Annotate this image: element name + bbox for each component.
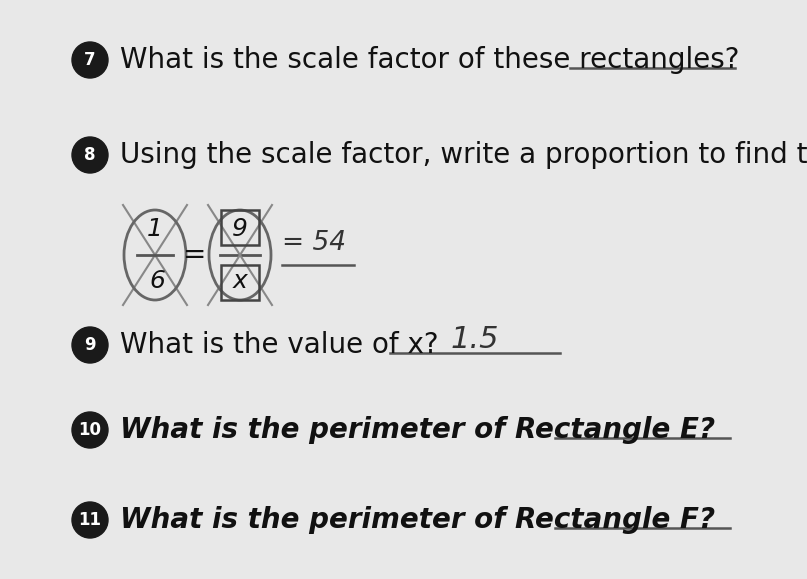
Text: =: =	[183, 241, 207, 269]
Text: 9: 9	[232, 217, 248, 241]
Text: 11: 11	[78, 511, 102, 529]
Text: = 54: = 54	[282, 230, 346, 256]
Text: 1.5: 1.5	[451, 325, 500, 354]
Text: 8: 8	[84, 146, 96, 164]
Text: What is the scale factor of these rectangles?: What is the scale factor of these rectan…	[120, 46, 739, 74]
Circle shape	[72, 42, 108, 78]
Circle shape	[72, 137, 108, 173]
Text: 7: 7	[84, 51, 96, 69]
Text: What is the value of x?: What is the value of x?	[120, 331, 439, 359]
Text: 6: 6	[149, 269, 165, 293]
Text: What is the perimeter of Rectangle E?: What is the perimeter of Rectangle E?	[120, 416, 715, 444]
Circle shape	[72, 502, 108, 538]
Circle shape	[72, 327, 108, 363]
Text: What is the perimeter of Rectangle F?: What is the perimeter of Rectangle F?	[120, 506, 715, 534]
Circle shape	[72, 412, 108, 448]
Text: Using the scale factor, write a proportion to find the value of x: Using the scale factor, write a proporti…	[120, 141, 807, 169]
Text: 9: 9	[84, 336, 96, 354]
Text: 1: 1	[147, 217, 163, 241]
Text: 10: 10	[78, 421, 102, 439]
Text: x: x	[232, 269, 248, 293]
